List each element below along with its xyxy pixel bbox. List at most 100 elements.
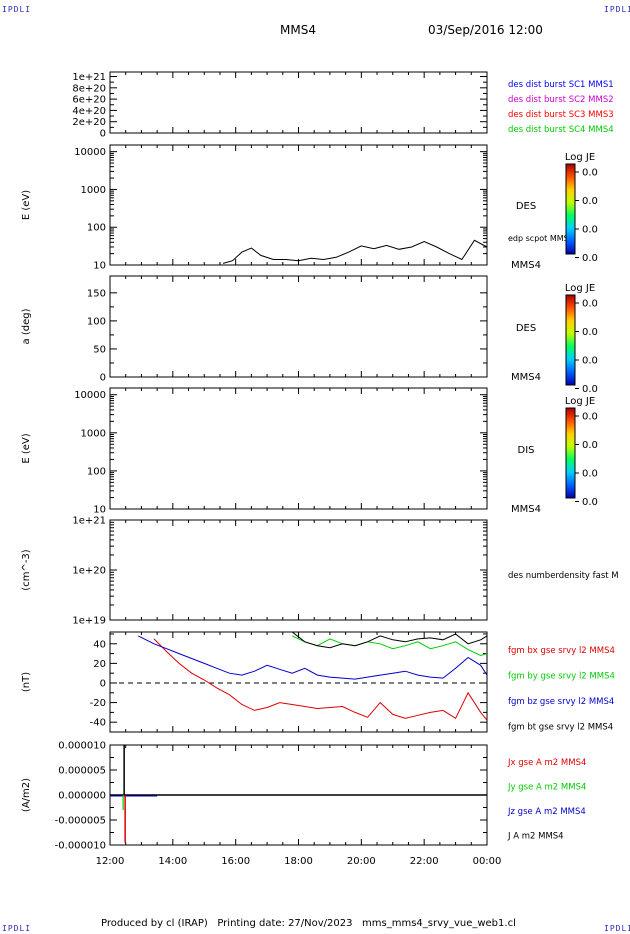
y-tick-label: 150 [87, 288, 106, 299]
y-tick-label: 2e+20 [72, 117, 106, 128]
panel-frame [109, 144, 488, 266]
series-line [138, 635, 488, 680]
y-tick-label: 6e+20 [72, 95, 106, 106]
legend-entry: fgm bt gse srvy l2 MMS4 [508, 723, 613, 733]
x-axis: 12:00 14:00 16:00 18:00 20:00 22:00 00:00 [96, 856, 502, 867]
corner-logo-bottom-left: IPDLI [2, 924, 32, 933]
y-tick-label: 1e+21 [72, 516, 106, 527]
species-label: DES [516, 323, 536, 334]
y-tick-label: 1e+19 [72, 616, 106, 627]
legend-entry: des dist burst SC4 MMS4 [508, 125, 614, 135]
panel-frame [109, 387, 488, 510]
legend-entry: des dist burst SC2 MMS2 [508, 95, 614, 105]
y-tick-label: 0 [100, 129, 106, 140]
colorbar [565, 407, 576, 499]
colorbar-tick-label: 0.0 [582, 327, 598, 338]
x-tick-label: 14:00 [158, 856, 187, 867]
y-tick-label: 1e+21 [72, 72, 106, 83]
y-axis-label: (cm^-3) [21, 549, 32, 590]
y-tick-label: 10 [93, 261, 106, 272]
series-label: des numberdensity fast M [508, 571, 619, 581]
x-tick-label: 18:00 [284, 856, 313, 867]
colorbar-tick-label: 0.0 [582, 299, 598, 310]
y-axis-label: a (deg) [21, 308, 32, 344]
y-tick-label: 10000 [74, 390, 106, 401]
spacecraft-label: MMS4 [511, 372, 541, 383]
colorbar-title: Log JE [565, 396, 595, 407]
colorbar-title: Log JE [565, 283, 595, 294]
panel-frame [109, 71, 488, 134]
panel-2: 10000 1000 100 10 E (eV) DES edp scpot MMS4 MMS… [21, 144, 598, 272]
colorbar-tick-label: 0.0 [582, 356, 598, 367]
panel-6: 40 20 0 -20 -40 (nT) fgm bx gse srvy l2 MMS4 fg… [21, 631, 615, 733]
y-axis-label: E (eV) [21, 190, 32, 220]
panel-5: 1e+21 1e+20 1e+19 (cm^-3) des numberdensity … [21, 516, 619, 627]
legend-entry: Jy gse A m2 MMS4 [507, 783, 586, 793]
spacecraft-title: MMS4 [280, 23, 316, 37]
y-tick-label: 40 [93, 639, 106, 650]
legend-entry: fgm bx gse srvy l2 MMS4 [508, 646, 615, 656]
y-tick-label: -20 [90, 698, 106, 709]
series-line [291, 631, 488, 649]
x-tick-label: 16:00 [221, 856, 250, 867]
y-tick-label: 4e+20 [72, 106, 106, 117]
colorbar-tick-label: 0.0 [582, 497, 598, 508]
y-tick-label: 20 [93, 659, 106, 670]
y-tick-label: 100 [87, 223, 106, 234]
footer-credits: Produced by cl (IRAP) Printing date: 27/… [101, 918, 516, 929]
y-tick-label: 1000 [81, 185, 106, 196]
series-line [153, 638, 488, 721]
spacecraft-label: MMS4 [511, 260, 541, 271]
y-tick-label: -0.000005 [55, 816, 106, 827]
colorbar-tick-label: 0.0 [582, 196, 598, 207]
panel-7: 0.000010 0.000005 0.000000 -0.000005 -0.0000… [21, 741, 586, 852]
x-tick-label: 00:00 [473, 856, 502, 867]
colorbar [565, 294, 576, 386]
datetime-title: 03/Sep/2016 12:00 [428, 23, 543, 37]
colorbar-tick-label: 0.0 [582, 469, 598, 480]
species-label: DES [516, 201, 536, 212]
colorbar-tick-label: 0.0 [582, 412, 598, 423]
colorbar-tick-label: 0.0 [582, 168, 598, 179]
panel-3: 150 100 50 0 a (deg) DES MMS4 Log JE 0.0 0.0 0.0 0.… [21, 275, 598, 395]
colorbar-tick-label: 0.0 [582, 440, 598, 451]
y-tick-label: 100 [87, 466, 106, 477]
colorbar-tick-label: 0.0 [582, 253, 598, 264]
y-axis-label: (A/m2) [21, 778, 32, 812]
colorbar [565, 163, 576, 255]
y-tick-label: 8e+20 [72, 83, 106, 94]
y-tick-label: 1e+20 [72, 566, 106, 577]
legend-entry: J A m2 MMS4 [507, 832, 564, 842]
y-tick-label: -40 [90, 718, 106, 729]
corner-logo-bottom-right: IPDLI [604, 924, 630, 933]
y-axis-label: (nT) [21, 672, 32, 692]
y-tick-label: 0.000010 [58, 741, 106, 752]
panel-frame [109, 631, 488, 733]
legend-entry: Jz gse A m2 MMS4 [507, 807, 586, 817]
y-tick-label: 0 [100, 678, 106, 689]
legend-entry: Jx gse A m2 MMS4 [507, 758, 586, 768]
y-tick-label: 0 [100, 373, 106, 384]
colorbar-title: Log JE [565, 152, 595, 163]
spacecraft-label: MMS4 [511, 504, 541, 515]
y-tick-label: -0.000010 [55, 841, 106, 852]
y-tick-label: 1000 [81, 428, 106, 439]
series-label: edp scpot MMS4 [508, 234, 574, 243]
corner-logo-top-left: IPDLI [2, 5, 32, 14]
y-tick-label: 10000 [74, 147, 106, 158]
edp-scpot-line [222, 239, 488, 264]
legend-entry: des dist burst SC3 MMS3 [508, 110, 614, 120]
panel-frame [109, 519, 488, 621]
y-tick-label: 0.000005 [58, 766, 106, 777]
y-tick-label: 100 [87, 316, 106, 327]
x-tick-label: 22:00 [410, 856, 439, 867]
colorbar-tick-label: 0.0 [582, 225, 598, 236]
x-tick-label: 12:00 [96, 856, 125, 867]
series-line [291, 635, 488, 657]
species-label: DIS [518, 445, 535, 456]
corner-logo-top-right: IPDLI [604, 5, 630, 14]
legend-entry: des dist burst SC1 MMS1 [508, 80, 614, 90]
